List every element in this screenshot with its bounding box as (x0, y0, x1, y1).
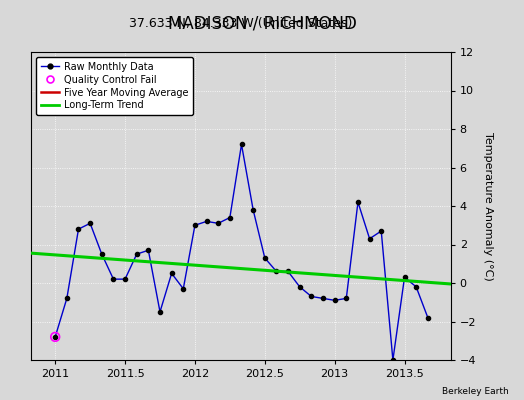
Raw Monthly Data (366, 236, 373, 241)
Raw Monthly Data (110, 277, 116, 282)
Title: 37.633 N, 84.333 W (United States): 37.633 N, 84.333 W (United States) (129, 17, 353, 30)
Raw Monthly Data (320, 296, 326, 301)
Text: Berkeley Earth: Berkeley Earth (442, 387, 508, 396)
Raw Monthly Data (52, 334, 58, 339)
Raw Monthly Data (238, 142, 245, 147)
Raw Monthly Data (343, 296, 350, 301)
Raw Monthly Data (285, 269, 291, 274)
Raw Monthly Data (180, 286, 187, 291)
Raw Monthly Data (378, 229, 385, 234)
Raw Monthly Data (169, 271, 175, 276)
Raw Monthly Data (390, 358, 396, 362)
Raw Monthly Data (401, 275, 408, 280)
Legend: Raw Monthly Data, Quality Control Fail, Five Year Moving Average, Long-Term Tren: Raw Monthly Data, Quality Control Fail, … (36, 57, 193, 115)
Raw Monthly Data (413, 284, 419, 289)
Raw Monthly Data (274, 269, 280, 274)
Raw Monthly Data (308, 294, 314, 299)
Raw Monthly Data (145, 248, 151, 253)
Raw Monthly Data (134, 252, 140, 256)
Raw Monthly Data (99, 252, 105, 256)
Text: MADISON / RICHMOND: MADISON / RICHMOND (168, 14, 356, 32)
Raw Monthly Data (87, 221, 93, 226)
Raw Monthly Data (215, 221, 221, 226)
Raw Monthly Data (297, 284, 303, 289)
Raw Monthly Data (192, 223, 198, 228)
Raw Monthly Data (355, 200, 361, 204)
Line: Raw Monthly Data: Raw Monthly Data (53, 142, 430, 362)
Raw Monthly Data (75, 227, 82, 232)
Raw Monthly Data (332, 298, 338, 303)
Y-axis label: Temperature Anomaly (°C): Temperature Anomaly (°C) (483, 132, 493, 280)
Raw Monthly Data (261, 256, 268, 260)
Raw Monthly Data (64, 296, 70, 301)
Raw Monthly Data (250, 208, 256, 212)
Raw Monthly Data (122, 277, 128, 282)
Raw Monthly Data (157, 310, 163, 314)
Raw Monthly Data (203, 219, 210, 224)
Quality Control Fail (51, 334, 59, 340)
Raw Monthly Data (227, 215, 233, 220)
Raw Monthly Data (424, 315, 431, 320)
